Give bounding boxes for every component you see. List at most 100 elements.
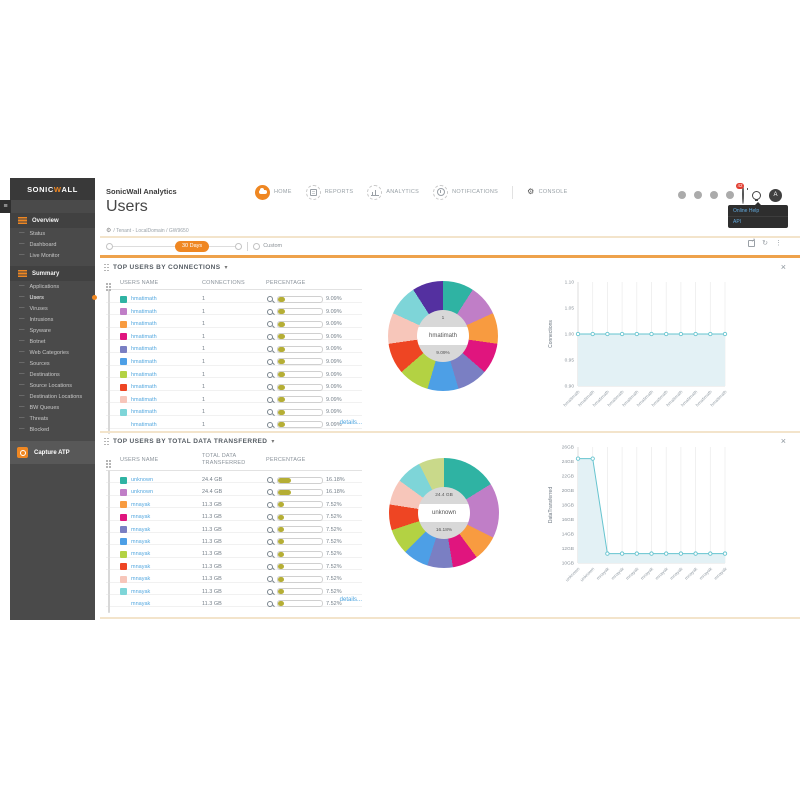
zoom-icon[interactable] (266, 600, 274, 608)
sidebar-item-users[interactable]: — Users (10, 292, 97, 303)
connections-area-chart[interactable]: 1.101.051.000.950.90hmatimathhmatimathhm… (546, 270, 798, 420)
nav-home[interactable]: HOME (255, 184, 292, 200)
help-menu-online-help[interactable]: Online Help (728, 206, 788, 217)
zoom-icon[interactable] (266, 345, 274, 353)
sidebar-item-source-locations[interactable]: — Source Locations (19, 382, 72, 389)
sidebar-item-bw-queues[interactable]: — BW Queues (19, 404, 60, 411)
user-link[interactable]: hmatimath (131, 321, 157, 328)
nav-notifications[interactable]: NOTIFICATIONS (433, 184, 498, 200)
header-icon-1[interactable] (678, 191, 686, 199)
drag-handle-icon[interactable] (104, 263, 109, 272)
slider-track[interactable] (209, 245, 236, 247)
sidebar-item-capture-atp[interactable]: Capture ATP (10, 441, 95, 464)
row-checkbox[interactable] (108, 544, 110, 564)
slider-end-handle[interactable] (235, 242, 243, 250)
user-link[interactable]: mnayak (131, 600, 151, 607)
user-link[interactable]: hmatimath (131, 308, 157, 315)
user-link[interactable]: mnayak (131, 576, 151, 583)
zoom-icon[interactable] (266, 488, 274, 496)
zoom-icon[interactable] (266, 408, 274, 416)
drag-handle-icon[interactable] (104, 437, 109, 446)
sidebar-item-dashboard[interactable]: — Dashboard (19, 241, 57, 248)
user-link[interactable]: hmatimath (131, 296, 157, 302)
col-users-name[interactable]: USERS NAME (120, 279, 159, 286)
user-link[interactable]: mnayak (131, 563, 151, 570)
chevron-down-icon[interactable]: ▾ (224, 265, 228, 271)
user-link[interactable]: mnayak (131, 538, 151, 545)
row-checkbox[interactable] (108, 593, 110, 613)
row-checkbox[interactable] (108, 377, 110, 397)
row-checkbox[interactable] (108, 339, 110, 359)
user-link[interactable]: hmatimath (131, 384, 157, 391)
sidebar-item-destination-locations[interactable]: — Destination Locations (19, 393, 83, 400)
user-link[interactable]: mnayak (131, 501, 151, 508)
row-checkbox[interactable] (108, 351, 110, 371)
zoom-icon[interactable] (266, 501, 274, 509)
zoom-icon[interactable] (266, 421, 274, 429)
user-link[interactable]: hmatimath (131, 396, 157, 403)
zoom-icon[interactable] (266, 333, 274, 341)
col-users-name[interactable]: USERS NAME (120, 456, 159, 463)
user-link[interactable]: hmatimath (131, 371, 157, 378)
gear-icon[interactable]: ⚙ (106, 228, 112, 234)
slider-start-handle[interactable] (106, 242, 113, 250)
header-icon-2[interactable] (694, 191, 702, 199)
sidebar-item-blocked[interactable]: — Blocked (19, 426, 50, 433)
user-link[interactable]: hmatimath (131, 358, 157, 365)
row-checkbox[interactable] (108, 314, 110, 334)
col-percentage[interactable]: PERCENTAGE (266, 279, 306, 286)
zoom-icon[interactable] (266, 538, 274, 546)
col-total-data[interactable]: TOTAL DATA TRANSFERRED (202, 453, 246, 466)
sidebar-section-header-summary[interactable]: Summary (10, 266, 95, 281)
zoom-icon[interactable] (266, 550, 274, 558)
user-link[interactable]: hmatimath (131, 421, 157, 428)
details-link[interactable]: details... (339, 597, 362, 603)
user-link[interactable]: hmatimath (131, 346, 157, 353)
sidebar-item-applications[interactable]: — Applications (19, 283, 60, 290)
help-bulb-icon[interactable] (752, 190, 761, 201)
zoom-icon[interactable] (266, 371, 274, 379)
custom-radio[interactable] (253, 242, 261, 250)
sidebar-item-botnet[interactable]: — Botnet (19, 338, 46, 345)
row-checkbox[interactable] (108, 389, 110, 409)
close-icon[interactable]: × (780, 262, 786, 272)
connections-donut-chart[interactable]: 1 hmatimath 9.09% (388, 281, 498, 391)
user-link[interactable]: unknown (131, 489, 154, 496)
user-link[interactable]: hmatimath (131, 333, 157, 340)
sidebar-item-intrusions[interactable]: — Intrusions (19, 316, 54, 323)
nav-reports[interactable]: REPORTS (305, 184, 354, 200)
sidebar-item-spyware[interactable]: — Spyware (19, 327, 51, 334)
zoom-icon[interactable] (266, 383, 274, 391)
zoom-icon[interactable] (266, 308, 274, 316)
row-checkbox[interactable] (108, 556, 110, 576)
nav-console[interactable]: ⚙ CONSOLE (527, 188, 567, 196)
user-link[interactable]: mnayak (131, 514, 151, 521)
header-icon-3[interactable] (710, 191, 718, 199)
row-checkbox[interactable] (108, 519, 110, 539)
export-icon[interactable]: ↗ (748, 238, 756, 247)
sidebar-item-web-categories[interactable]: — Web Categories (19, 349, 69, 356)
sidebar-item-status[interactable]: — Status (19, 230, 46, 237)
row-checkbox[interactable] (108, 569, 110, 589)
data-transferred-donut-chart[interactable]: 24.4 GB unknown 16.18% (389, 458, 499, 568)
sidebar-collapse-button[interactable]: ≡ (0, 200, 11, 213)
row-checkbox[interactable] (108, 482, 110, 502)
sidebar-item-live-monitor[interactable]: — Live Monitor (19, 252, 60, 259)
user-link[interactable]: mnayak (131, 588, 151, 595)
zoom-icon[interactable] (266, 563, 274, 571)
zoom-icon[interactable] (266, 295, 274, 303)
row-checkbox[interactable] (108, 301, 110, 321)
row-checkbox[interactable] (108, 414, 110, 434)
data-transferred-area-chart[interactable]: 26GB24GB22GB20GB18GB16GB14GB12GB10GBunkn… (546, 438, 798, 602)
help-menu-api[interactable]: API (733, 219, 742, 225)
row-checkbox[interactable] (108, 470, 110, 489)
slider-track[interactable] (113, 245, 175, 247)
zoom-icon[interactable] (266, 513, 274, 521)
kebab-menu-icon[interactable]: ⋮ (775, 240, 782, 247)
notifications-button[interactable]: 42 (736, 183, 745, 204)
zoom-icon[interactable] (266, 588, 274, 596)
user-link[interactable]: unknown (131, 477, 154, 483)
avatar[interactable]: A (769, 188, 782, 202)
col-connections[interactable]: CONNECTIONS (202, 279, 245, 286)
zoom-icon[interactable] (266, 358, 274, 366)
